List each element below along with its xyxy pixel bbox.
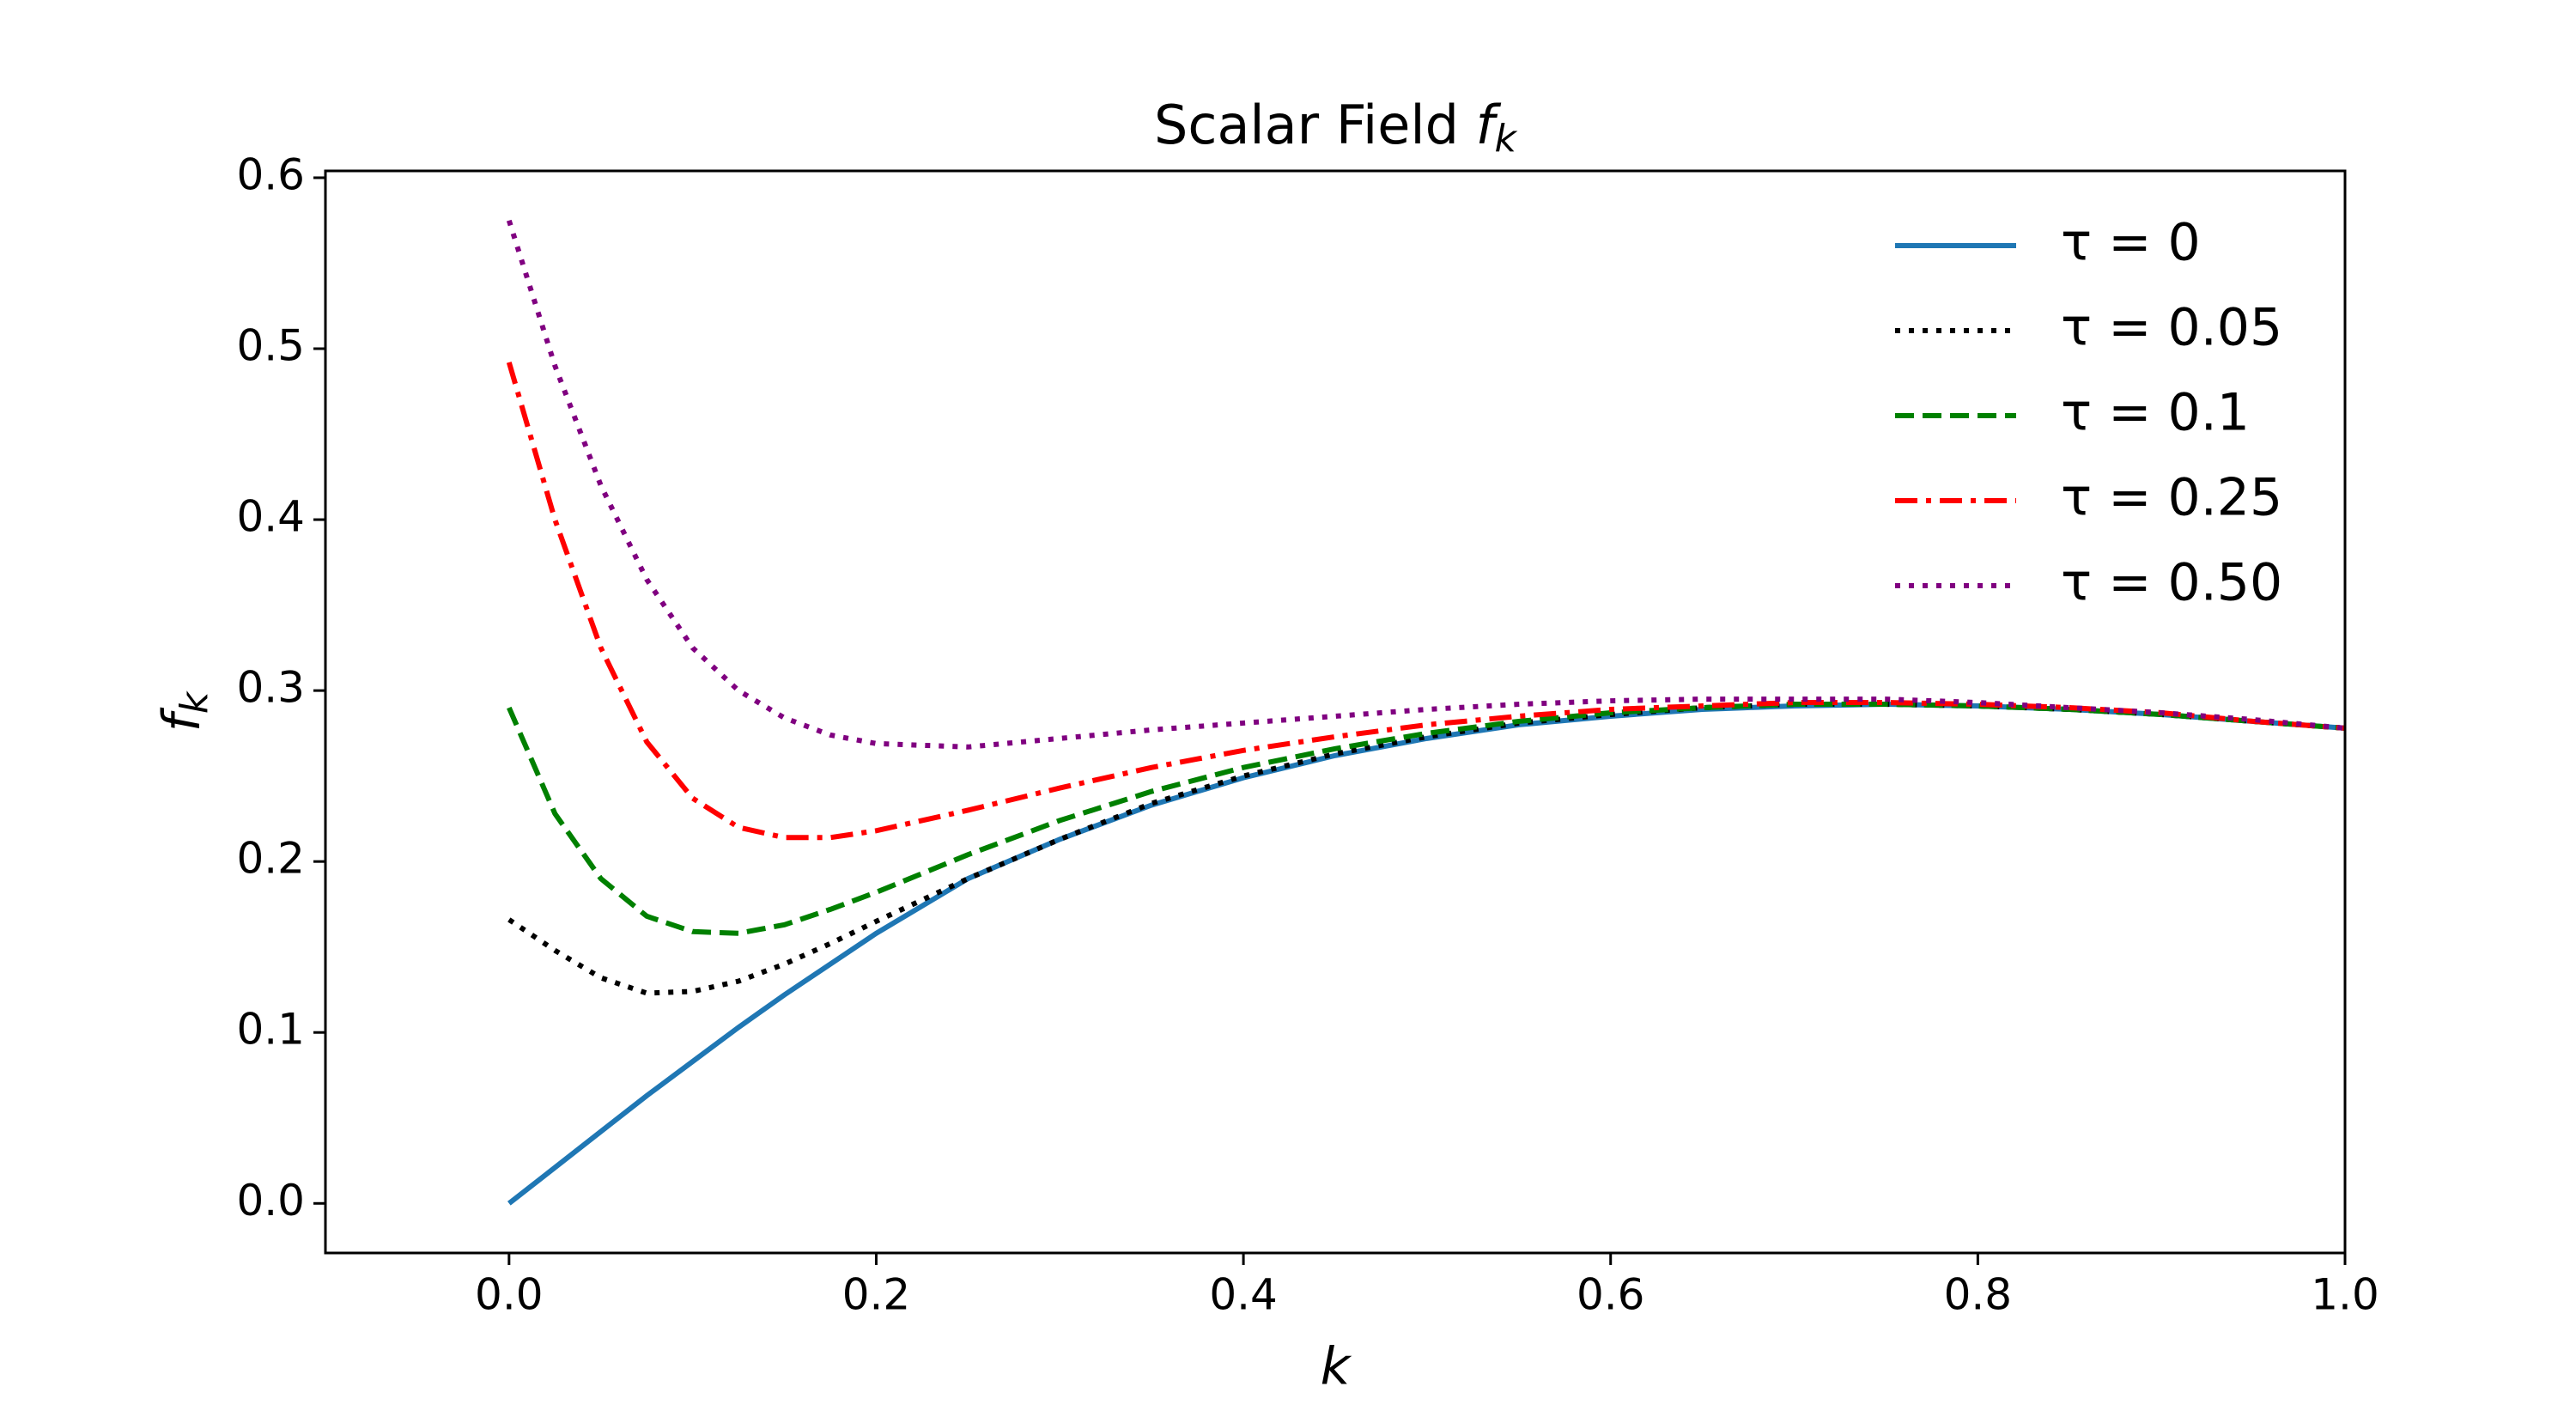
x-tick-label: 0.4	[1209, 1270, 1278, 1320]
y-tick-label: 0.2	[236, 834, 305, 884]
series-line	[507, 702, 2345, 1206]
legend-label: τ = 0.50	[2061, 553, 2282, 613]
series-line	[506, 362, 2345, 841]
legend-label: τ = 0	[2061, 213, 2201, 273]
y-label-subscript: k	[173, 690, 216, 714]
legend-label: τ = 0.05	[2061, 298, 2282, 358]
x-tick-label: 1.0	[2311, 1270, 2379, 1320]
chart-title: Scalar Field fk	[1154, 94, 1518, 161]
y-tick-label: 0.6	[236, 149, 305, 199]
x-tick-label: 0.8	[1944, 1270, 2013, 1320]
y-tick-label: 0.3	[236, 663, 305, 713]
title-subscript: k	[1495, 117, 1518, 161]
plot-frame	[324, 169, 2347, 1255]
x-tick-label: 0.0	[475, 1270, 544, 1320]
title-text: Scalar Field	[1154, 94, 1476, 156]
y-tick-label: 0.5	[236, 321, 305, 371]
x-tick-label: 0.6	[1577, 1270, 1645, 1320]
x-tick-label: 0.2	[842, 1270, 911, 1320]
series-line	[506, 219, 2345, 750]
series-line	[507, 702, 2345, 936]
y-tick-label: 0.0	[236, 1176, 305, 1225]
legend-label: τ = 0.1	[2061, 383, 2250, 443]
y-tick-label: 0.1	[236, 1005, 305, 1055]
y-tick-label: 0.4	[236, 492, 305, 542]
legend-label: τ = 0.25	[2061, 468, 2282, 528]
x-axis-label: k	[1321, 1337, 1352, 1397]
